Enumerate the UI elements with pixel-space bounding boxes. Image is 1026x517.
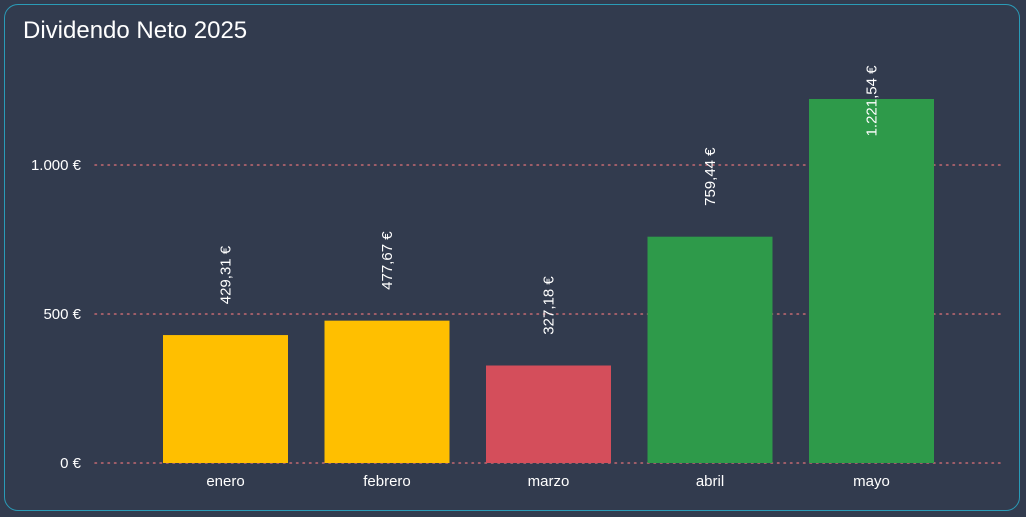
bar [486,365,611,463]
data-label: 477,67 € [379,231,396,290]
data-labels: 429,31 € 477,67 € 327,18 € 759,44 € 1.221,54… [218,65,881,335]
data-label: 429,31 € [218,245,235,304]
chart-title: Dividendo Neto 2025 [23,17,248,44]
y-tick-label: 500 € [43,306,81,323]
data-label: 759,44 € [702,147,719,206]
bar [647,236,773,463]
bar [809,98,934,463]
y-tick-label: 0 € [60,455,82,472]
y-axis-ticks: 0 € 500 € 1.000 € [31,157,82,472]
data-label: 1.221,54 € [864,65,881,137]
x-category-label: mayo [853,473,890,490]
bars [163,98,934,463]
x-category-label: enero [206,473,244,490]
bar [163,335,288,463]
x-category-label: febrero [363,473,411,490]
x-category-label: marzo [528,473,570,490]
bar [324,320,450,463]
x-category-label: abril [696,473,724,490]
x-axis-labels: enero febrero marzo abril mayo [206,473,890,490]
y-tick-label: 1.000 € [31,157,82,174]
data-label: 327,18 € [541,276,558,335]
